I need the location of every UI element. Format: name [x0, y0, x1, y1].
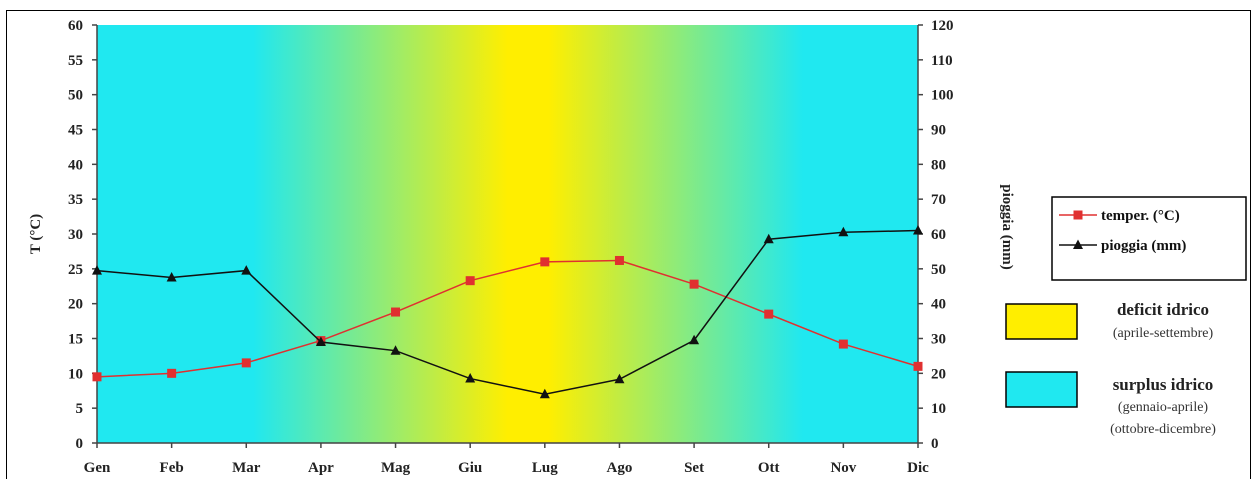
right-tick-label: 50: [931, 262, 946, 278]
temperature-point: [540, 257, 550, 267]
x-tick-label: Nov: [830, 460, 856, 476]
pioggia-point: [465, 373, 476, 383]
temperature-point: [764, 309, 774, 319]
y2-axis-title: pioggia (mm): [999, 184, 1015, 269]
x-tick-label: Giu: [458, 460, 482, 476]
x-tick-label: Mar: [232, 460, 261, 476]
x-tick-label: Ago: [607, 460, 633, 476]
pioggia-point: [539, 388, 550, 399]
left-tick-label: 20: [68, 297, 83, 313]
x-tick-label: Ott: [758, 460, 780, 476]
left-tick-label: 40: [68, 157, 83, 173]
right-tick-label: 120: [931, 18, 954, 34]
left-tick-label: 5: [76, 401, 84, 417]
right-tick-label: 10: [931, 401, 946, 417]
pioggia-point: [838, 226, 849, 237]
left-tick-label: 10: [68, 366, 83, 382]
right-tick-label: 80: [931, 157, 946, 173]
surplus-subtitle: (ottobre-dicembre): [1110, 422, 1216, 437]
surplus-title: surplus idrico: [1113, 375, 1214, 394]
temperature-point: [838, 339, 848, 349]
temperature-point: [241, 358, 251, 368]
legend-label: pioggia (mm): [1101, 238, 1186, 254]
right-tick-label: 100: [931, 88, 954, 104]
right-tick-label: 110: [931, 53, 953, 69]
legend-triangle-marker: [1073, 239, 1083, 249]
legend-label: temper. (°C): [1101, 208, 1180, 224]
x-tick-label: Apr: [308, 460, 334, 476]
temperature-point: [689, 279, 699, 289]
temperature-point: [92, 372, 102, 382]
x-tick-label: Set: [684, 460, 704, 476]
left-tick-label: 60: [68, 18, 83, 34]
right-tick-label: 30: [931, 332, 946, 348]
left-tick-label: 30: [68, 227, 83, 243]
left-tick-label: 25: [68, 262, 83, 278]
legend-box: [1051, 196, 1247, 281]
left-tick-label: 55: [68, 53, 83, 69]
left-tick-label: 35: [68, 192, 83, 208]
right-tick-label: 40: [931, 297, 946, 313]
pioggia-point: [689, 334, 700, 345]
right-tick-label: 20: [931, 366, 946, 382]
pioggia-point: [166, 272, 177, 282]
pioggia-point: [241, 265, 252, 275]
pioggia-point: [763, 233, 774, 244]
legend-square-marker: [1073, 210, 1083, 220]
left-tick-label: 0: [76, 436, 84, 452]
surplus-subtitle: (gennaio-aprile): [1118, 400, 1209, 415]
deficit-subtitle: (aprile-settembre): [1113, 326, 1214, 341]
x-tick-label: Dic: [907, 460, 929, 476]
left-tick-label: 50: [68, 88, 83, 104]
x-tick-label: Feb: [160, 460, 184, 476]
deficit-title: deficit idrico: [1117, 300, 1209, 319]
pioggia-point: [92, 265, 102, 275]
temperature-point: [913, 361, 923, 371]
chart-frame: [6, 10, 1251, 479]
surplus-swatch: [1005, 371, 1078, 408]
pioggia-point: [913, 225, 923, 235]
pioggia-line: [96, 229, 919, 395]
pioggia-point: [315, 336, 326, 346]
plot-background: [97, 25, 918, 443]
left-tick-label: 15: [68, 332, 83, 348]
right-tick-label: 60: [931, 227, 946, 243]
temperature-point: [614, 255, 624, 265]
right-tick-label: 70: [931, 192, 946, 208]
pioggia-point: [390, 345, 401, 355]
temperature-line: [96, 259, 919, 378]
right-tick-label: 0: [931, 436, 939, 452]
right-tick-label: 90: [931, 123, 946, 139]
y-axis-title: T (°C): [28, 214, 44, 254]
x-tick-label: Lug: [532, 460, 558, 476]
temperature-point: [167, 368, 177, 378]
x-tick-label: Gen: [84, 460, 111, 476]
x-tick-label: Mag: [381, 460, 411, 476]
deficit-swatch: [1005, 303, 1078, 340]
left-tick-label: 45: [68, 123, 83, 139]
temperature-point: [465, 276, 475, 286]
temperature-point: [391, 307, 401, 317]
pioggia-point: [614, 373, 625, 384]
